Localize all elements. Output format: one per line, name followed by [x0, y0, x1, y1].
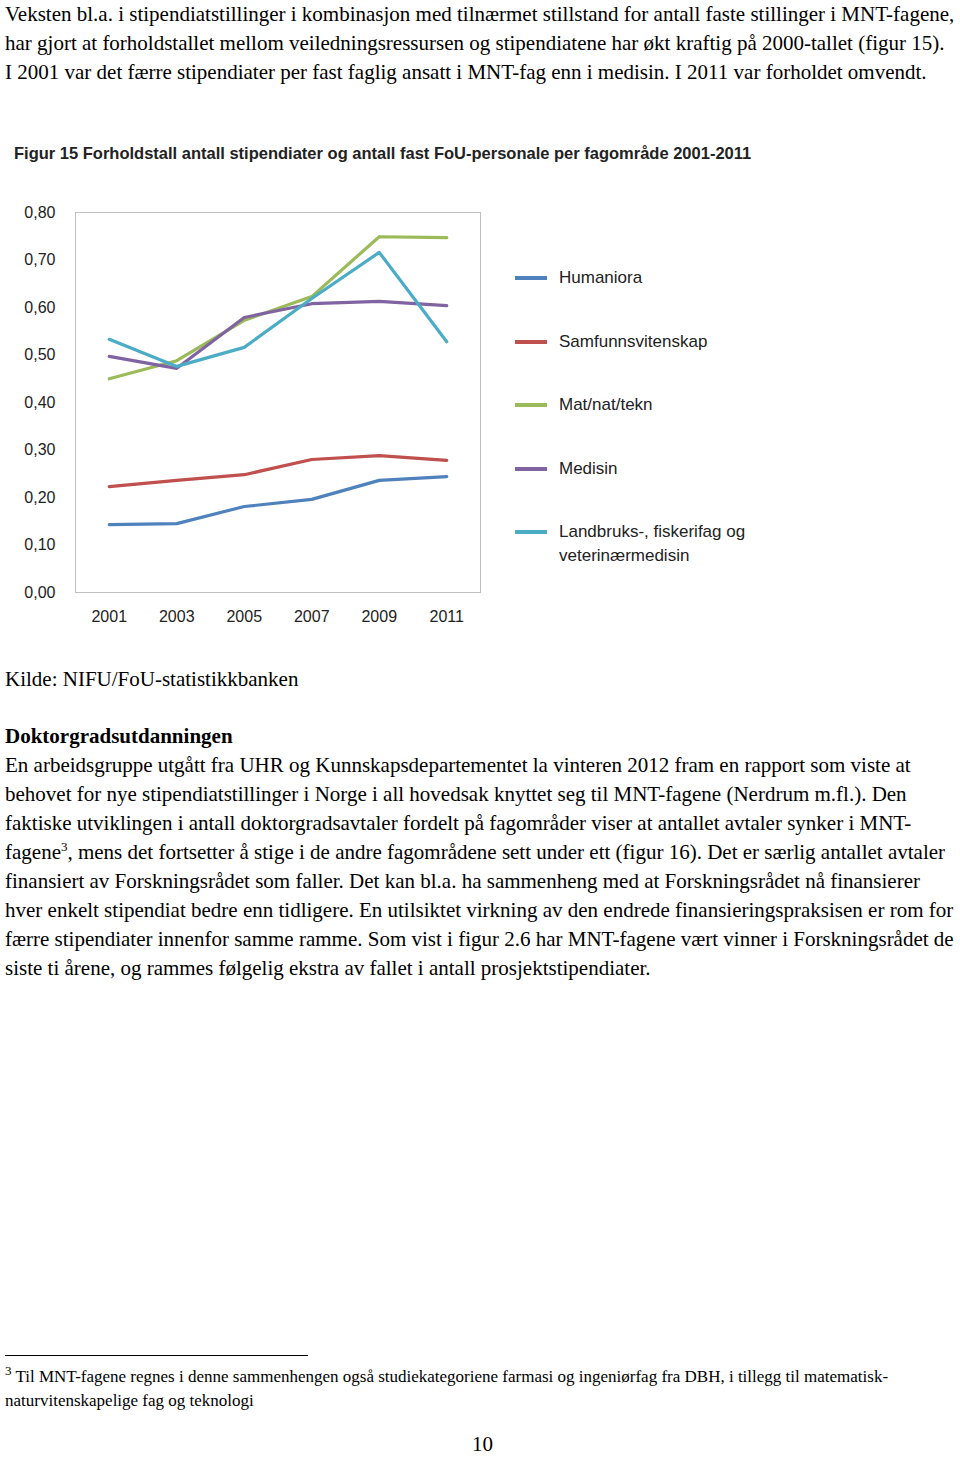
- svg-text:0,70: 0,70: [24, 251, 55, 268]
- svg-text:0,60: 0,60: [24, 299, 55, 316]
- svg-text:0,00: 0,00: [24, 584, 55, 601]
- html-text:10: 10: [472, 1432, 493, 1456]
- svg-text:2001: 2001: [91, 608, 127, 625]
- html-text:Landbruks-, fiskerifag og vete: Landbruks-, fiskerifag og veterinærmedis…: [559, 522, 746, 565]
- html-text:Veksten bl.a. i stipendiatstil: Veksten bl.a. i stipendiatstillinger i k…: [5, 2, 955, 84]
- svg-text:2007: 2007: [294, 608, 330, 625]
- html-text:Doktorgradsutdanningen: Doktorgradsutdanningen: [5, 724, 233, 748]
- html-text:Figur 15 Forholdstall antall s: Figur 15 Forholdstall antall stipendiate…: [14, 144, 752, 162]
- html-text:3Til MNT-fagene regnes i denne: 3Til MNT-fagene regnes i denne sammenhen…: [5, 1363, 888, 1410]
- html-text:Samfunnsvitenskap: Samfunnsvitenskap: [559, 331, 708, 351]
- svg-text:0,30: 0,30: [24, 441, 55, 458]
- svg-text:0,80: 0,80: [24, 204, 55, 221]
- html-text:Humaniora: Humaniora: [559, 268, 643, 287]
- svg-text:0,50: 0,50: [24, 346, 55, 363]
- svg-text:0,10: 0,10: [24, 536, 55, 553]
- svg-text:2011: 2011: [430, 608, 465, 625]
- html-text:Mat/nat/tekn: Mat/nat/tekn: [559, 395, 653, 414]
- html-text:Kilde: NIFU/FoU-statistikkbank: Kilde: NIFU/FoU-statistikkbanken: [5, 667, 299, 691]
- svg-text:2009: 2009: [361, 608, 397, 625]
- svg-text:0,40: 0,40: [24, 394, 55, 411]
- html-text:Medisin: Medisin: [559, 458, 618, 478]
- svg-text:0,20: 0,20: [24, 489, 55, 506]
- svg-text:2003: 2003: [159, 608, 195, 625]
- html-text:En arbeidsgruppe utgått fra UH: En arbeidsgruppe utgått fra UHR og Kunns…: [5, 753, 954, 980]
- svg-text:2005: 2005: [226, 608, 262, 625]
